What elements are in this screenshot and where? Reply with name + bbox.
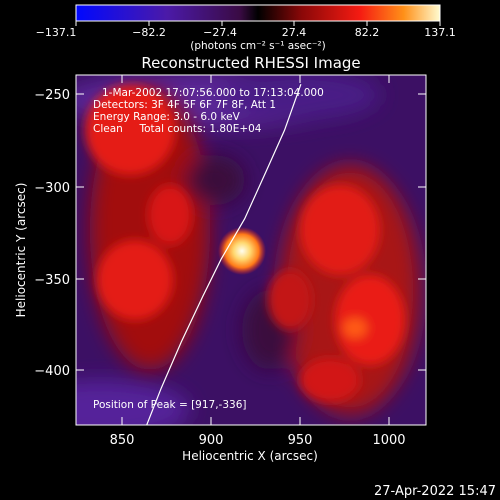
annotation-peak-position: Position of Peak = [917,-336] [93, 399, 247, 411]
colorbar-unit-label: (photons cm⁻² s⁻¹ asec⁻²) [190, 40, 325, 52]
chart-title: Reconstructed RHESSI Image [141, 54, 360, 72]
plot-frame [75, 74, 427, 426]
footer-date: 27-Apr-2022 15:47 [374, 484, 496, 499]
x-axis-ticks [121, 75, 390, 425]
y-axis-label: Heliocentric Y (arcsec) [14, 183, 28, 318]
heatmap-image [76, 75, 426, 425]
colorbar-tick-label-1: −82.2 [132, 26, 166, 39]
annotation-detectors: Detectors: 3F 4F 5F 6F 7F 8F, Att 1 [93, 99, 276, 111]
annotation-energy: Energy Range: 3.0 - 6.0 keV [93, 111, 241, 123]
y-tick-label-minus350: −350 [34, 273, 70, 288]
colorbar-tick-label-4: 82.2 [355, 26, 380, 39]
colorbar [75, 4, 441, 22]
annotation-time: 1-Mar-2002 17:07:56.000 to 17:13:04.000 [102, 87, 324, 99]
y-tick-label-minus250: −250 [34, 88, 70, 103]
x-tick-label-1000: 1000 [372, 433, 405, 448]
annotation-clean: Clean Total counts: 1.80E+04 [93, 123, 262, 135]
x-tick-label-850: 850 [110, 433, 135, 448]
y-axis-ticks [76, 93, 426, 371]
y-tick-label-minus300: −300 [34, 181, 70, 196]
colorbar-tick-label-3: 27.4 [282, 26, 307, 39]
x-tick-label-900: 900 [199, 433, 224, 448]
colorbar-tick-label-5: 137.1 [424, 26, 456, 39]
colorbar-tick-label-0: −137.1 [36, 26, 77, 39]
x-axis-label: Heliocentric X (arcsec) [182, 449, 318, 463]
solar-limb-line [146, 83, 302, 425]
colorbar-tick-label-2: −27.4 [203, 26, 237, 39]
colorbar-ticks [75, 21, 441, 26]
y-tick-label-minus400: −400 [34, 364, 70, 379]
x-tick-label-950: 950 [288, 433, 313, 448]
